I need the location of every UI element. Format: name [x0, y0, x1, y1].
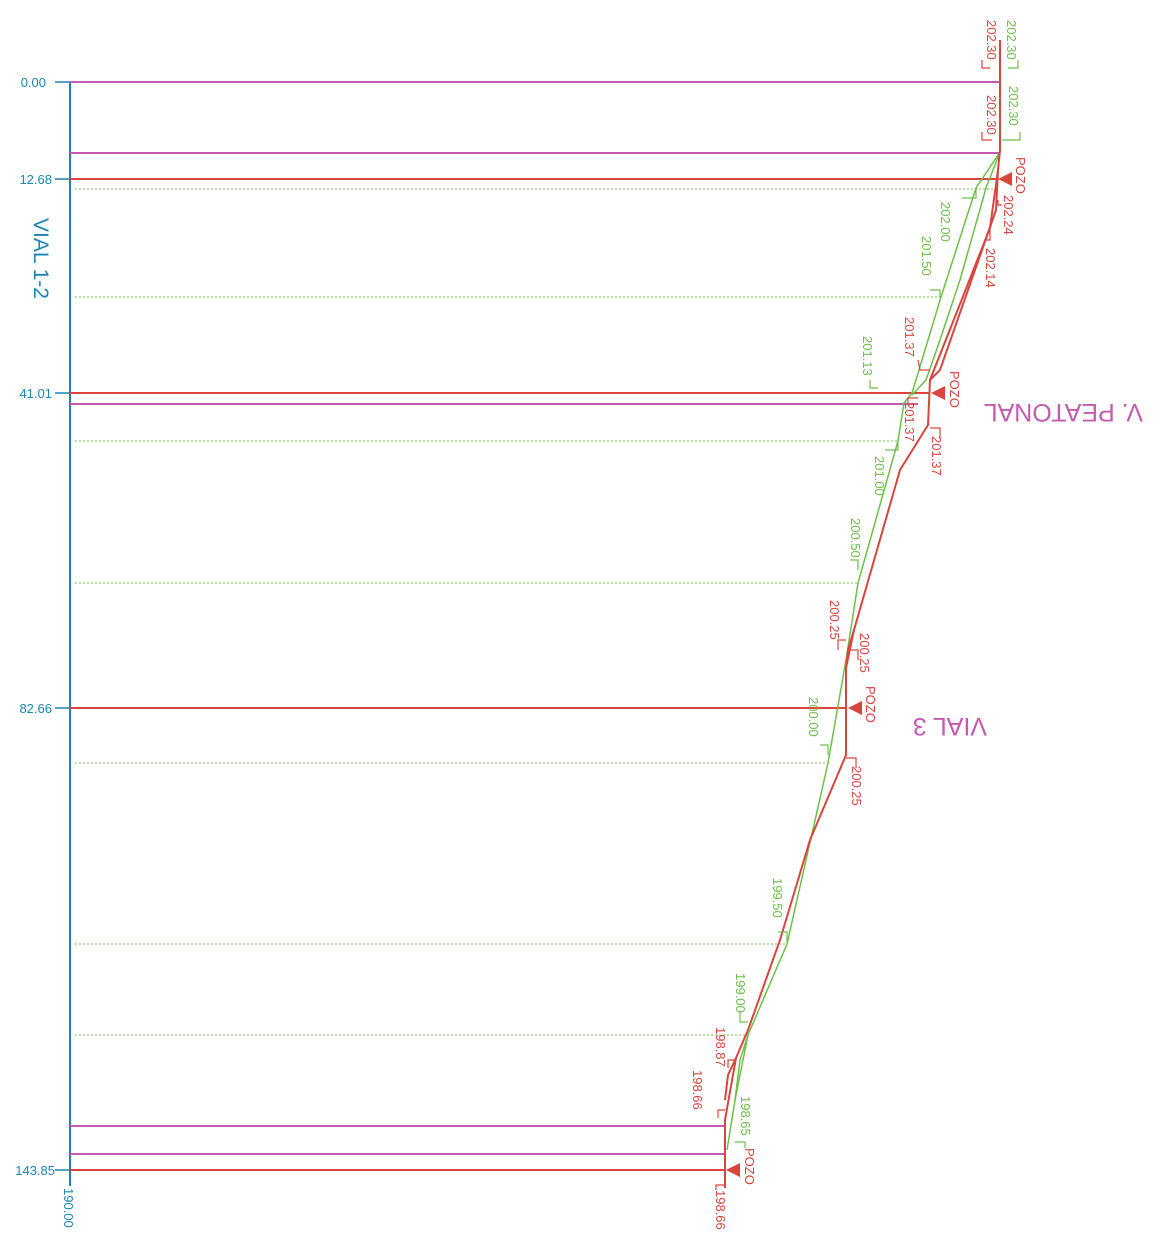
- pipe-elevation-label: 198.87: [713, 1027, 728, 1067]
- well-markers: [726, 172, 1012, 1177]
- axis-title: VIAL 1-2: [29, 218, 52, 299]
- well-marker-icon: [726, 1163, 740, 1177]
- station-ticks: [55, 81, 70, 1171]
- terrain-elevation-label: 202.00: [938, 202, 953, 242]
- terrain-elevation-label: 198.65: [738, 1096, 753, 1136]
- street-label-vial-3: VIAL 3: [913, 712, 987, 740]
- well-marker-icon: [931, 386, 945, 400]
- terrain-elevation-label: 199.00: [733, 973, 748, 1013]
- station-label: 82.66: [19, 701, 52, 716]
- station-label: 41.01: [19, 386, 52, 401]
- pipe-elevation-label: 202.30: [984, 20, 999, 60]
- pipe-elevation-label: 202.14: [983, 248, 998, 288]
- well-label: POZO: [742, 1148, 757, 1185]
- pipe-elevation-label: 198.66: [690, 1070, 705, 1110]
- pipe-elevation-label: 198.66: [713, 1190, 728, 1230]
- terrain-profile-line-secondary: [734, 1034, 749, 1101]
- pipe-elevation-label: 200.25: [827, 600, 842, 640]
- well-label: POZO: [863, 686, 878, 723]
- terrain-leaders: [735, 60, 1021, 1148]
- station-label: 143.85: [15, 1163, 55, 1178]
- well-label: POZO: [947, 371, 962, 408]
- terrain-elevation-label: 202.30: [1006, 86, 1021, 126]
- pipe-elevation-label: 201.37: [929, 436, 944, 476]
- terrain-elevation-label: 201.13: [860, 336, 875, 376]
- pipe-elevation-label: 201.37: [902, 402, 917, 442]
- station-label: 0.00: [21, 75, 46, 90]
- pipe-elevation-label: 201.37: [902, 317, 917, 357]
- pipe-leaders: [715, 60, 1002, 1190]
- terrain-profile-line: [726, 40, 1001, 1151]
- station-labels: 0.00 12.68 41.01 82.66 143.85: [15, 75, 55, 1178]
- station-label: 12.68: [19, 172, 52, 187]
- terrain-elevation-label: 202.30: [1004, 20, 1019, 60]
- grid-lines: [75, 188, 995, 1036]
- well-marker-icon: [848, 701, 862, 715]
- crossing-lines: [70, 81, 1000, 1155]
- pipe-elevation-labels: 202.30 202.30 202.24 202.14 201.37 201.3…: [690, 20, 1016, 1230]
- pipe-elevation-label: 202.30: [984, 95, 999, 135]
- pipe-profile-line-secondary: [724, 1057, 737, 1101]
- well-label: POZO: [1013, 157, 1028, 194]
- axis-base-label: 190.00: [61, 1188, 76, 1228]
- well-lines: [70, 178, 998, 1171]
- pipe-elevation-label: 200.25: [857, 633, 872, 673]
- well-labels: POZO POZO POZO POZO: [742, 157, 1028, 1185]
- well-marker-icon: [998, 172, 1012, 186]
- terrain-elevation-label: 200.50: [848, 518, 863, 558]
- terrain-elevation-labels: 202.30 202.30 202.00 201.50 201.13 201.0…: [733, 20, 1021, 1136]
- pipe-elevation-label: 202.24: [1001, 195, 1016, 235]
- pipe-profile-line-secondary: [929, 169, 999, 381]
- pipe-elevation-label: 200.25: [849, 766, 864, 806]
- terrain-profile-line-secondary: [911, 151, 1001, 396]
- pipe-profile-line: [724, 40, 1001, 1188]
- terrain-elevation-label: 199.50: [770, 878, 785, 918]
- terrain-elevation-label: 201.50: [919, 236, 934, 276]
- terrain-elevation-label: 200.00: [806, 697, 821, 737]
- street-label-v-peatonal: V. PEATONAL: [984, 398, 1143, 426]
- terrain-elevation-label: 201.00: [872, 456, 887, 496]
